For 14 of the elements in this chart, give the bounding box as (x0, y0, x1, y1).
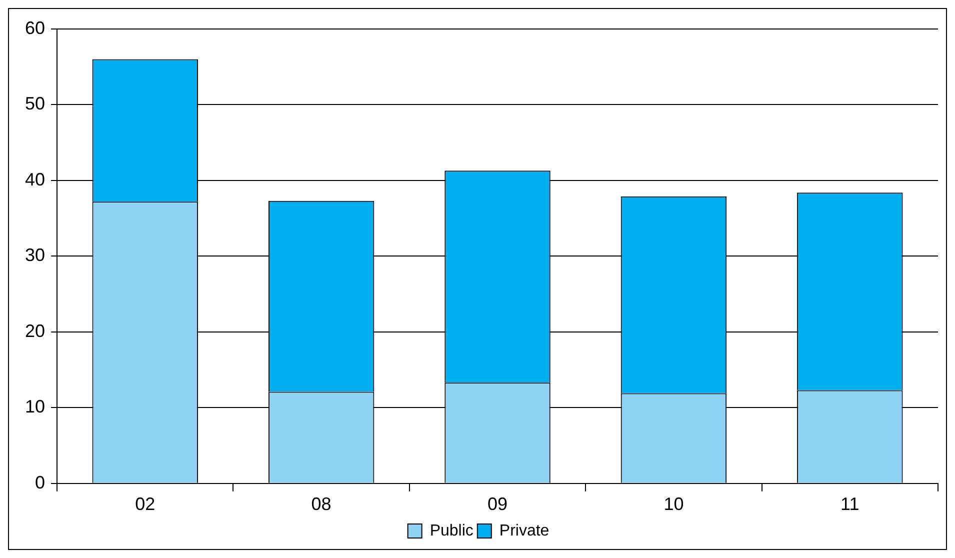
legend-label: Private (499, 522, 550, 540)
legend-label: Public (430, 522, 474, 540)
x-tick-label: 09 (487, 494, 508, 514)
y-tick-label: 40 (24, 169, 46, 190)
y-tick-label: 0 (35, 472, 46, 492)
y-tick-label: 60 (24, 18, 46, 38)
y-tick-label: 30 (24, 245, 46, 266)
x-tick-label: 11 (840, 494, 860, 514)
x-tick-label: 02 (135, 494, 156, 514)
x-tick-label: 08 (311, 494, 332, 514)
y-tick-label: 20 (24, 320, 46, 341)
y-tick-label: 50 (24, 94, 46, 114)
x-tick-label: 10 (664, 494, 684, 514)
y-tick-label: 10 (24, 396, 46, 417)
